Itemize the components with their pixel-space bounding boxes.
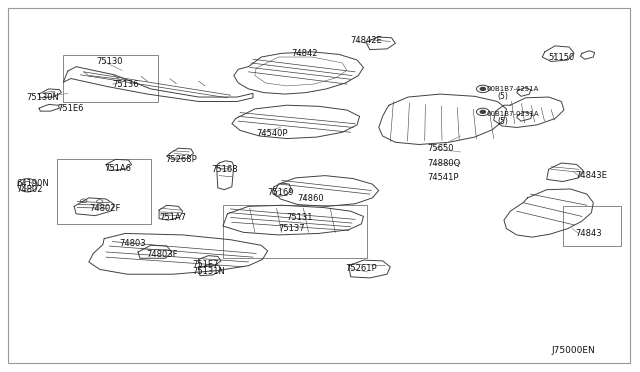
Text: 751A6: 751A6 xyxy=(104,164,131,173)
Text: 74802: 74802 xyxy=(17,185,43,194)
Text: (5): (5) xyxy=(497,117,508,126)
Circle shape xyxy=(480,110,485,113)
Text: J75000EN: J75000EN xyxy=(551,346,595,355)
Text: 74802F: 74802F xyxy=(89,205,120,214)
Text: 74843: 74843 xyxy=(575,229,602,238)
Text: 75137: 75137 xyxy=(278,224,305,233)
Text: 74860: 74860 xyxy=(298,195,324,203)
Text: 74880Q: 74880Q xyxy=(428,159,461,168)
Text: 74843E: 74843E xyxy=(575,171,607,180)
Text: 75268P: 75268P xyxy=(166,155,197,164)
Text: 75169: 75169 xyxy=(268,188,294,197)
Text: 75131: 75131 xyxy=(287,213,314,222)
Text: 00B1B7-0231A: 00B1B7-0231A xyxy=(486,111,539,117)
Text: 74842: 74842 xyxy=(291,49,318,58)
Text: 75136: 75136 xyxy=(113,80,139,89)
Text: 75261P: 75261P xyxy=(346,264,377,273)
Text: 74540P: 74540P xyxy=(256,129,287,138)
Text: 75168: 75168 xyxy=(211,165,238,174)
Text: 751E7: 751E7 xyxy=(192,260,219,269)
Text: 751A7: 751A7 xyxy=(159,213,186,222)
Text: 00B1B7-4251A: 00B1B7-4251A xyxy=(486,86,538,92)
Text: 74842E: 74842E xyxy=(351,36,383,45)
Text: 51150: 51150 xyxy=(548,52,575,61)
Text: 75130: 75130 xyxy=(97,57,123,66)
Text: 75131N: 75131N xyxy=(192,267,225,276)
Text: (5): (5) xyxy=(497,92,508,101)
Text: 75130N: 75130N xyxy=(26,93,59,102)
Circle shape xyxy=(480,87,485,90)
Text: 74803F: 74803F xyxy=(147,250,178,259)
Text: 64190N: 64190N xyxy=(17,179,49,187)
Text: 74541P: 74541P xyxy=(428,173,459,182)
Text: 74803: 74803 xyxy=(119,239,145,248)
Text: 75650: 75650 xyxy=(428,144,454,153)
Text: 751E6: 751E6 xyxy=(57,104,83,113)
